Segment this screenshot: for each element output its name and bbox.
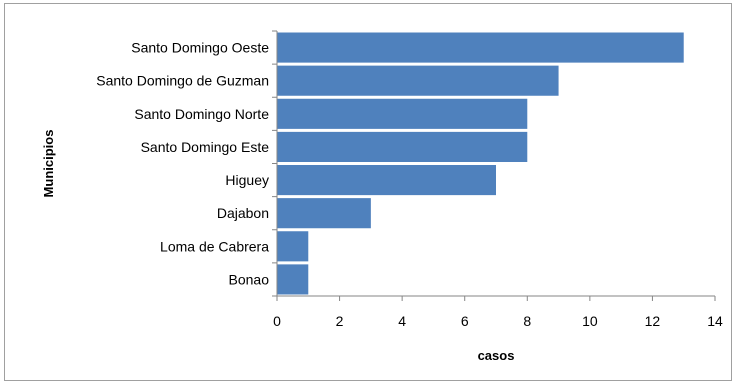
category-label: Bonao — [229, 271, 270, 287]
category-label: Santo Domingo Norte — [134, 106, 269, 122]
bars-group — [277, 32, 684, 295]
bar — [277, 165, 496, 196]
category-label: Santo Domingo de Guzman — [96, 73, 269, 89]
bar — [277, 264, 309, 295]
bar — [277, 231, 309, 262]
x-tick-label: 14 — [707, 313, 723, 329]
x-axis-title: casos — [478, 348, 515, 363]
category-label: Higuey — [225, 172, 269, 188]
x-tick-label: 0 — [273, 313, 281, 329]
x-tick-label: 4 — [398, 313, 406, 329]
bar — [277, 98, 528, 129]
x-tick-label: 2 — [336, 313, 344, 329]
category-labels: Santo Domingo Oeste Santo Domingo de Guzm… — [96, 40, 269, 288]
bar — [277, 198, 371, 229]
category-label: Santo Domingo Este — [141, 139, 270, 155]
x-tick-label: 12 — [645, 313, 661, 329]
bar — [277, 32, 684, 63]
y-axis-title: Municipios — [41, 130, 56, 198]
category-label: Loma de Cabrera — [160, 238, 269, 254]
bar — [277, 131, 528, 162]
bar — [277, 65, 559, 96]
x-tick-label: 6 — [461, 313, 469, 329]
x-tick-labels: 0 2 4 6 8 10 12 14 — [273, 313, 723, 329]
axes-group — [272, 30, 716, 301]
category-label: Santo Domingo Oeste — [131, 40, 269, 56]
x-tick-label: 8 — [523, 313, 531, 329]
category-label: Dajabon — [217, 205, 269, 221]
x-tick-label: 10 — [582, 313, 598, 329]
